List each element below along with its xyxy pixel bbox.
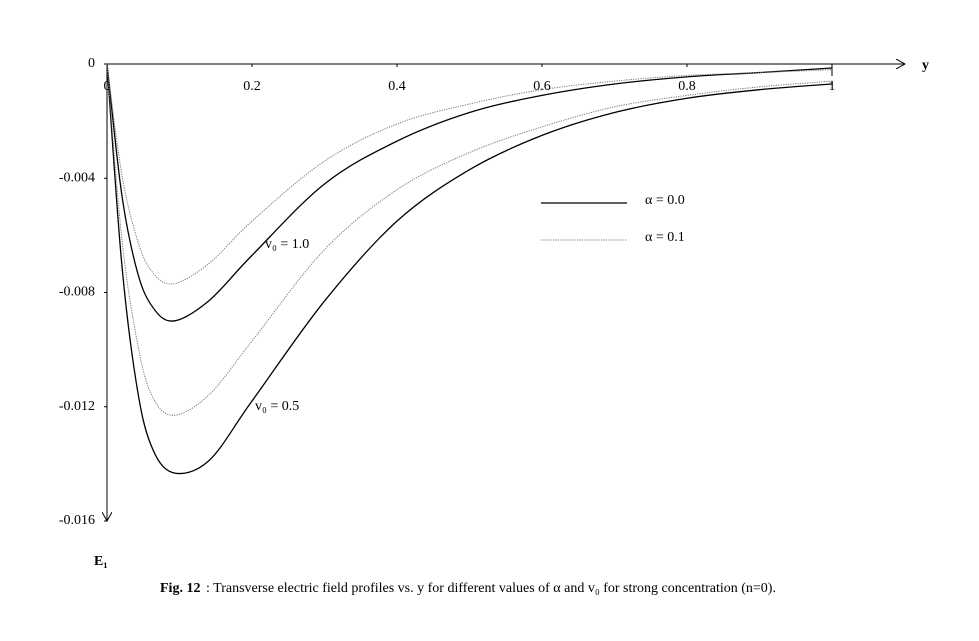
- y-tick-label: -0.004: [59, 170, 95, 185]
- curve: [106, 63, 833, 322]
- x-tick-label: 0.4: [388, 79, 406, 94]
- annotation: v₀ = 1.0: [265, 237, 309, 252]
- y-axis-label: E₁: [94, 554, 108, 569]
- x-tick-label: 0: [104, 79, 111, 94]
- y-tick-label: -0.016: [59, 513, 95, 528]
- caption-text: : Transverse electric field profiles vs.…: [206, 581, 776, 596]
- curve: [106, 63, 833, 285]
- annotation: v₀ = 0.5: [255, 399, 299, 414]
- y-tick-label: 0: [88, 56, 95, 71]
- curve: [106, 63, 833, 475]
- y-tick-label: -0.008: [59, 285, 95, 300]
- legend-label: α = 0.0: [645, 193, 685, 208]
- legend-label: α = 0.1: [645, 230, 685, 245]
- x-tick-label: 1: [829, 79, 836, 94]
- y-tick-label: -0.012: [59, 399, 95, 414]
- caption-label: Fig. 12: [160, 581, 200, 596]
- curve: [106, 63, 833, 416]
- x-tick-label: 0.8: [678, 79, 696, 94]
- x-tick-label: 0.6: [533, 79, 551, 94]
- x-axis-label: y: [922, 58, 929, 73]
- x-tick-label: 0.2: [243, 79, 261, 94]
